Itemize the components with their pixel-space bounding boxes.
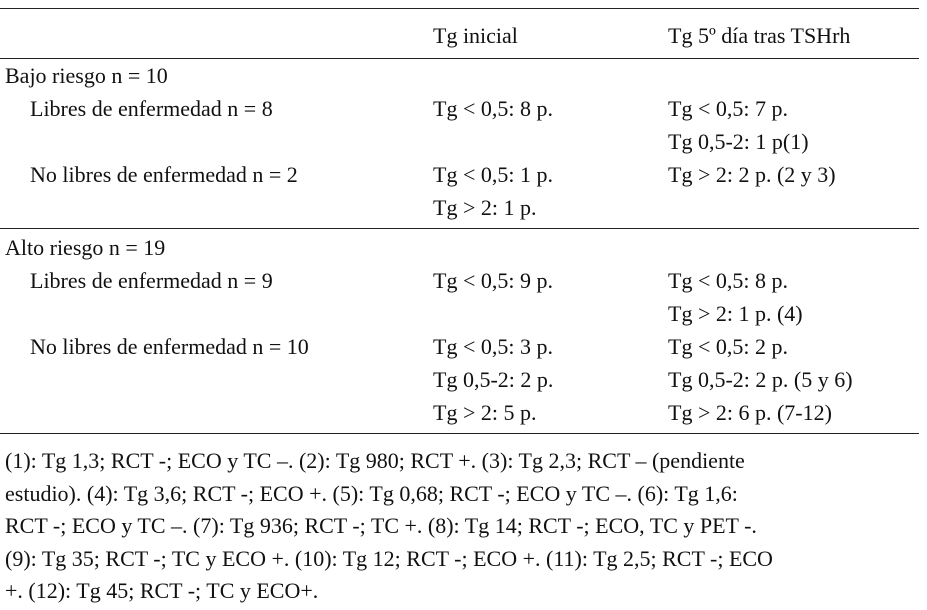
cell: Tg > 2: 2 p. (2 y 3) xyxy=(668,162,836,187)
cell: Tg > 2: 1 p. xyxy=(433,195,537,220)
top-rule xyxy=(0,8,919,9)
row-label: Libres de enfermedad n = 8 xyxy=(30,96,273,121)
column-header: Tg 5º día tras TSHrh xyxy=(668,23,851,48)
cell: Tg < 0,5: 7 p. xyxy=(668,96,788,121)
footnote-line: estudio). (4): Tg 3,6; RCT -; ECO +. (5)… xyxy=(5,480,738,506)
cell: Tg 0,5-2: 2 p. xyxy=(433,367,554,392)
row-label: Libres de enfermedad n = 9 xyxy=(30,268,273,293)
footnote-line: (9): Tg 35; RCT -; TC y ECO +. (10): Tg … xyxy=(5,545,773,571)
header-rule xyxy=(0,58,919,59)
group-label: Alto riesgo n = 19 xyxy=(5,235,166,260)
cell: Tg < 0,5: 8 p. xyxy=(433,96,553,121)
footnote-line: (1): Tg 1,3; RCT -; ECO y TC –. (2): Tg … xyxy=(5,448,745,473)
footnote-line: +. (12): Tg 45; RCT -; TC y ECO+. xyxy=(5,578,319,603)
cell: Tg < 0,5: 2 p. xyxy=(668,334,788,359)
footnote-line: RCT -; ECO y TC –. (7): Tg 936; RCT -; T… xyxy=(5,513,757,538)
cell: Tg 0,5-2: 2 p. (5 y 6) xyxy=(668,367,853,392)
cell: Tg > 2: 1 p. (4) xyxy=(668,301,803,326)
group-rule xyxy=(0,228,919,229)
row-label: No libres de enfermedad n = 10 xyxy=(30,334,309,359)
cell: Tg > 2: 5 p. xyxy=(433,400,537,425)
bottom-rule xyxy=(0,433,919,434)
row-label: No libres de enfermedad n = 2 xyxy=(30,162,298,187)
cell: Tg > 2: 6 p. (7-12) xyxy=(668,400,832,425)
cell: Tg < 0,5: 3 p. xyxy=(433,334,553,359)
cell: Tg < 0,5: 9 p. xyxy=(433,268,553,293)
group-label: Bajo riesgo n = 10 xyxy=(5,63,168,88)
cell: Tg < 0,5: 1 p. xyxy=(433,162,553,187)
cell: Tg 0,5-2: 1 p(1) xyxy=(668,129,809,154)
cell: Tg < 0,5: 8 p. xyxy=(668,268,788,293)
column-header: Tg inicial xyxy=(433,23,518,48)
